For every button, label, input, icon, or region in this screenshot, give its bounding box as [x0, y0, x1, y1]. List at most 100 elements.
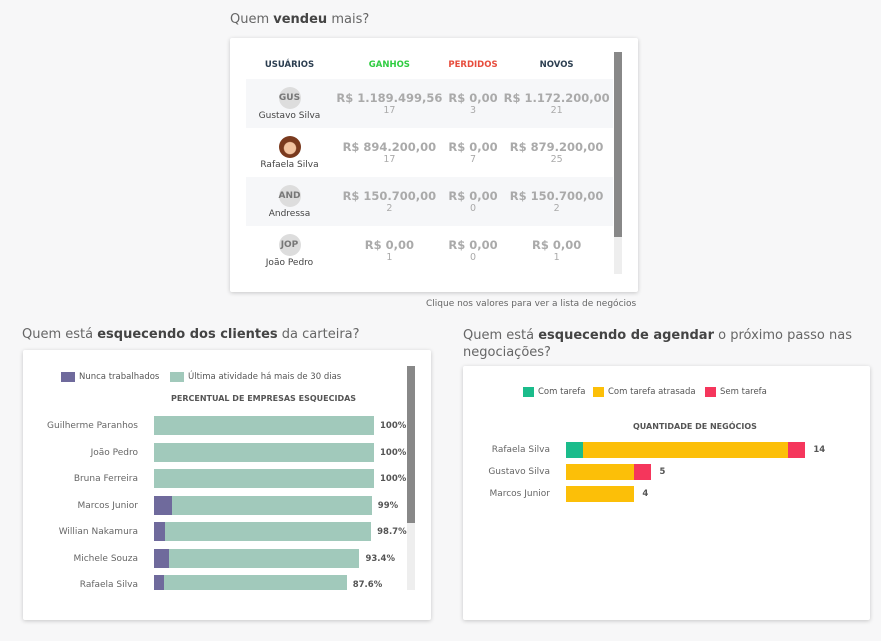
cell-perdidos[interactable]: R$ 0,00 7	[446, 128, 500, 177]
cell-novos[interactable]: R$ 150.700,00 2	[500, 177, 613, 226]
user-name: Rafaela Silva	[260, 159, 319, 170]
bar-old[interactable]	[169, 548, 360, 568]
header-perdidos: PERDIDOS	[448, 60, 498, 70]
cell-perdidos[interactable]: R$ 0,00 0	[446, 226, 500, 275]
bar-value: 100%	[380, 421, 407, 431]
row-label: Michele Souza	[73, 553, 138, 564]
table-row: GUS Gustavo Silva R$ 1.189.499,56 17 R$ 0,00…	[246, 79, 613, 128]
forgotten-clients-card: Nunca trabalhados Última atividade há ma…	[23, 350, 431, 620]
perdidos-count[interactable]: 0	[469, 203, 476, 214]
bar-atrasada[interactable]	[566, 486, 635, 502]
bar-value: 93.4%	[365, 553, 395, 564]
scrollbar[interactable]	[614, 52, 622, 274]
bar-old[interactable]	[163, 575, 347, 590]
bar-old[interactable]	[171, 495, 372, 515]
row-label: Marcos Junior	[77, 500, 138, 511]
section-title-tasks: Quem está esquecendo de agendar o próxim…	[463, 328, 852, 360]
scrollbar[interactable]	[407, 366, 415, 590]
legend-never: Nunca trabalhados	[61, 372, 159, 382]
bar-never[interactable]	[154, 522, 165, 541]
table-row: Rafaela Silva R$ 894.200,00 17 R$ 0,00 7 R$ 8…	[246, 128, 613, 177]
section-title-sales: Quem vendeu mais?	[230, 12, 370, 27]
ganhos-value[interactable]: R$ 150.700,00	[342, 189, 437, 203]
header-usuarios: USUÁRIOS	[264, 60, 315, 70]
bar-old[interactable]	[154, 442, 374, 462]
perdidos-value[interactable]: R$ 0,00	[448, 91, 498, 105]
perdidos-count[interactable]: 7	[469, 154, 476, 165]
deals-tasks-card: Com tarefa Com tarefa atrasada Sem taref…	[463, 366, 870, 620]
bar-atrasada[interactable]	[583, 442, 789, 458]
novos-count[interactable]: 2	[553, 203, 560, 214]
perdidos-count[interactable]: 3	[469, 105, 476, 116]
perdidos-value[interactable]: R$ 0,00	[448, 189, 498, 203]
bar-atrasada[interactable]	[566, 464, 635, 480]
perdidos-value[interactable]: R$ 0,00	[448, 140, 498, 154]
cell-ganhos[interactable]: R$ 150.700,00 2	[333, 177, 446, 226]
cell-novos[interactable]: R$ 1.172.200,00 21	[500, 79, 613, 128]
perdidos-count[interactable]: 0	[469, 252, 476, 263]
cell-ganhos[interactable]: R$ 1.189.499,56 17	[333, 79, 446, 128]
bar-value: 98.7%	[377, 527, 407, 537]
user-name: Andressa	[268, 208, 311, 219]
ganhos-value[interactable]: R$ 1.189.499,56	[336, 91, 443, 105]
perdidos-value[interactable]: R$ 0,00	[448, 238, 498, 252]
sales-table: USUÁRIOS GANHOS PERDIDOS NOVOS GUS Gustav…	[246, 51, 613, 275]
section-title-clients: Quem está esquecendo dos clientes da car…	[22, 327, 360, 342]
ganhos-value[interactable]: R$ 894.200,00	[342, 140, 437, 154]
novos-value[interactable]: R$ 1.172.200,00	[503, 91, 610, 105]
sales-card: USUÁRIOS GANHOS PERDIDOS NOVOS GUS Gustav…	[230, 38, 638, 292]
ganhos-value[interactable]: R$ 0,00	[364, 238, 414, 252]
row-label: Marcos Junior	[489, 489, 550, 499]
avatar: JOP	[278, 233, 301, 256]
novos-value[interactable]: R$ 879.200,00	[509, 140, 604, 154]
user-name: Gustavo Silva	[258, 110, 321, 121]
bar-never[interactable]	[154, 548, 170, 568]
bar-sem[interactable]	[788, 442, 806, 458]
legend-atrasada: Com tarefa atrasada	[593, 387, 696, 397]
row-label: Rafaela Silva	[491, 445, 550, 455]
ganhos-count[interactable]: 2	[386, 203, 393, 214]
cell-novos[interactable]: R$ 0,00 1	[500, 226, 613, 275]
ganhos-count[interactable]: 17	[383, 105, 396, 116]
chart-title: QUANTIDADE DE NEGÓCIOS	[633, 422, 757, 431]
hint-text: Clique nos valores para ver a lista de n…	[426, 299, 637, 309]
bar-value: 99%	[377, 500, 399, 511]
cell-ganhos[interactable]: R$ 894.200,00 17	[333, 128, 446, 177]
ganhos-count[interactable]: 17	[383, 154, 396, 165]
legend-old: Última atividade há mais de 30 dias	[170, 372, 341, 382]
row-label: Willian Nakamura	[58, 527, 138, 537]
chart-title: PERCENTUAL DE EMPRESAS ESQUECIDAS	[171, 394, 357, 403]
row-label: Guilherme Paranhos	[47, 421, 138, 431]
cell-perdidos[interactable]: R$ 0,00 0	[445, 177, 501, 226]
bar-old[interactable]	[154, 469, 374, 488]
bar-value: 4	[642, 489, 649, 499]
bar-sem[interactable]	[634, 464, 652, 480]
bar-never[interactable]	[154, 495, 172, 515]
avatar: GUS	[278, 86, 301, 109]
row-label: João Pedro	[90, 447, 138, 458]
bar-old[interactable]	[154, 416, 374, 435]
table-row: AND Andressa R$ 150.700,00 2 R$ 0,00 0 R$ 150.…	[246, 177, 613, 226]
cell-ganhos[interactable]: R$ 0,00 1	[333, 226, 446, 275]
cell-novos[interactable]: R$ 879.200,00 25	[500, 128, 613, 177]
cell-perdidos[interactable]: R$ 0,00 3	[445, 79, 501, 128]
row-label: Rafaela Silva	[79, 580, 138, 590]
bar-com[interactable]	[566, 442, 584, 458]
table-row: JOP João Pedro R$ 0,00 1 R$ 0,00 0 R$ 0,00 1	[246, 226, 613, 275]
bar-never[interactable]	[154, 575, 164, 590]
legend-com: Com tarefa	[523, 387, 585, 397]
novos-count[interactable]: 21	[550, 105, 563, 116]
novos-count[interactable]: 1	[553, 252, 560, 263]
avatar: AND	[278, 184, 301, 207]
bar-value: 5	[659, 467, 666, 477]
bar-value: 100%	[380, 474, 407, 484]
novos-value[interactable]: R$ 150.700,00	[509, 189, 604, 203]
novos-value[interactable]: R$ 0,00	[531, 238, 582, 252]
novos-count[interactable]: 25	[550, 154, 563, 165]
bar-value: 14	[813, 445, 826, 455]
avatar-photo	[278, 135, 301, 158]
row-label: Gustavo Silva	[488, 467, 550, 477]
header-novos: NOVOS	[539, 60, 574, 70]
ganhos-count[interactable]: 1	[386, 252, 393, 263]
bar-old[interactable]	[165, 522, 372, 541]
